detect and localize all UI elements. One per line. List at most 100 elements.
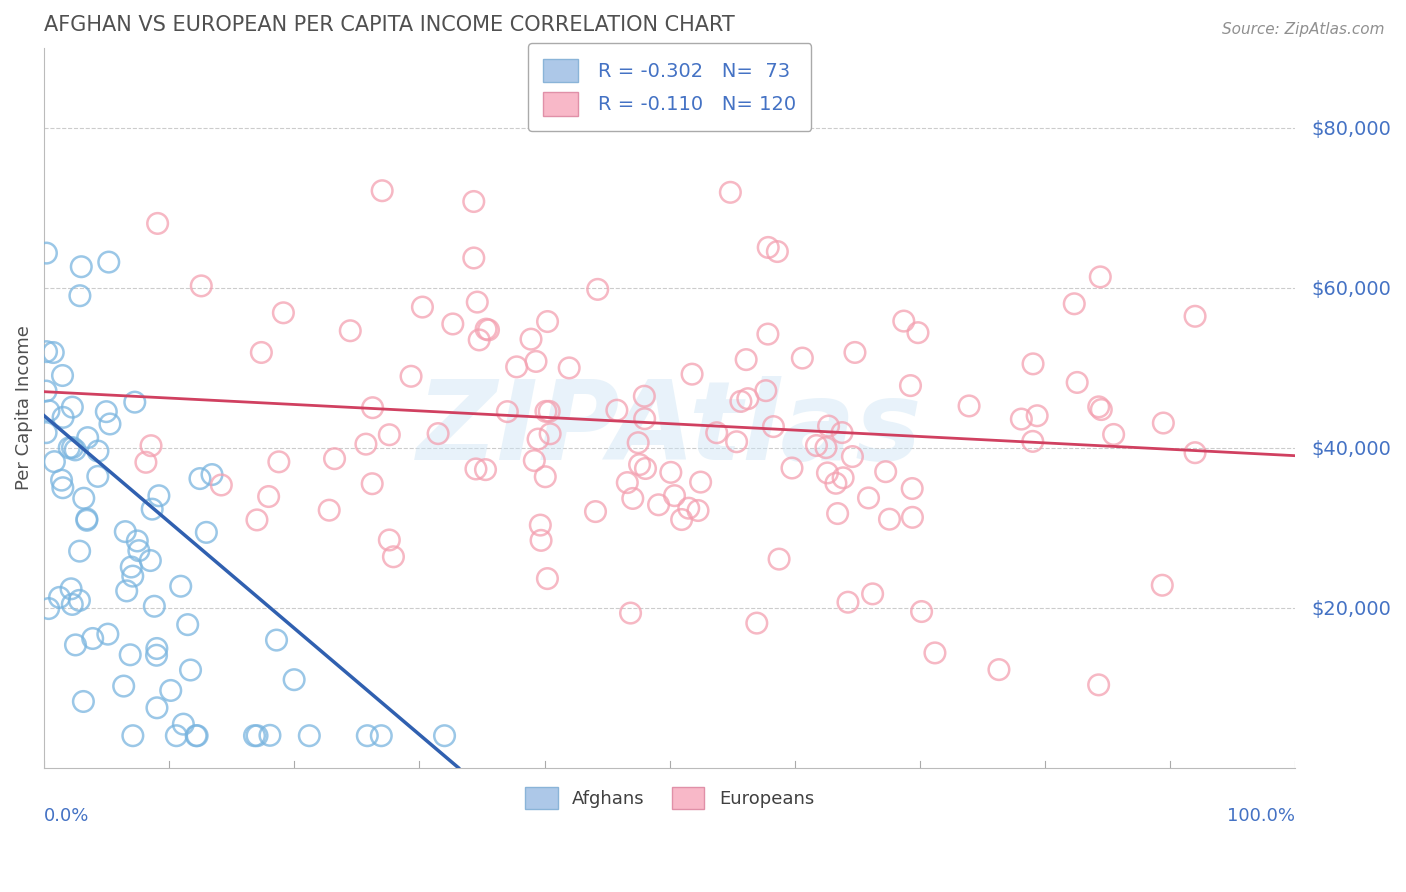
Point (538, 426, 561, 441)
Point (38, 601, 60, 615)
Point (1090, 269, 1112, 284)
Point (246, 513, 269, 527)
Point (96, 404, 118, 418)
Point (411, 300, 433, 314)
Point (323, 451, 346, 466)
Point (792, 351, 814, 365)
Point (465, 295, 488, 310)
Point (98, 417, 121, 431)
Text: Source: ZipAtlas.com: Source: ZipAtlas.com (1222, 22, 1385, 37)
Point (766, 244, 789, 259)
Point (121, 729, 143, 743)
Point (806, 438, 828, 452)
Point (862, 587, 884, 601)
Point (1152, 416, 1174, 430)
Point (87, 444, 110, 458)
Point (159, 683, 181, 698)
Point (201, 467, 224, 482)
Point (1022, 357, 1045, 371)
Point (1184, 310, 1206, 324)
Point (879, 512, 901, 526)
Point (35, 425, 58, 440)
Point (619, 606, 641, 620)
Point (38, 404, 60, 418)
Point (60, 598, 83, 612)
Point (900, 378, 922, 392)
Point (354, 437, 377, 451)
Point (427, 426, 450, 441)
Point (585, 505, 607, 519)
Point (259, 728, 281, 742)
Point (475, 322, 498, 336)
Point (73, 491, 96, 506)
Point (114, 524, 136, 539)
Point (69, 544, 91, 558)
Point (382, 549, 405, 564)
Point (146, 216, 169, 230)
Point (139, 553, 162, 567)
Point (35, 246, 58, 260)
Point (1184, 446, 1206, 460)
Point (496, 404, 519, 418)
Point (664, 489, 686, 503)
Point (1087, 678, 1109, 692)
Point (139, 439, 162, 453)
Point (176, 617, 198, 632)
Point (756, 327, 779, 342)
Point (35, 384, 58, 398)
Point (463, 194, 485, 209)
Point (70, 260, 93, 274)
Point (616, 475, 638, 490)
Point (42, 345, 65, 359)
Point (1087, 400, 1109, 414)
Point (756, 240, 779, 254)
Point (647, 498, 669, 512)
Point (633, 389, 655, 403)
Point (538, 404, 561, 418)
Point (858, 491, 880, 505)
Point (681, 367, 703, 381)
Point (671, 512, 693, 526)
Point (524, 354, 547, 368)
Point (689, 475, 711, 489)
Point (633, 411, 655, 425)
Point (465, 462, 488, 476)
Point (76, 512, 98, 526)
Point (48, 591, 70, 605)
Point (52, 481, 75, 495)
Point (523, 453, 546, 467)
Point (780, 461, 803, 475)
Point (257, 490, 280, 504)
Point (1090, 402, 1112, 417)
Point (165, 729, 187, 743)
Point (730, 394, 752, 409)
Point (283, 673, 305, 687)
Point (67, 593, 90, 607)
Point (190, 279, 212, 293)
Point (128, 543, 150, 558)
Point (1010, 412, 1032, 426)
Point (378, 533, 401, 547)
Point (143, 599, 166, 614)
Point (606, 403, 628, 417)
Point (907, 326, 929, 340)
Point (527, 432, 550, 446)
Point (762, 419, 785, 434)
Point (120, 560, 142, 574)
Point (841, 450, 863, 464)
Point (627, 435, 650, 450)
Point (87, 469, 110, 483)
Point (52, 410, 75, 425)
Point (250, 345, 273, 359)
Point (72, 694, 94, 708)
Point (718, 186, 741, 200)
Point (361, 476, 384, 491)
Point (76, 431, 98, 445)
Point (686, 503, 709, 517)
Point (745, 616, 768, 631)
Point (825, 476, 848, 491)
Point (987, 663, 1010, 677)
Point (76, 513, 98, 527)
Point (530, 533, 553, 548)
Point (127, 533, 149, 548)
